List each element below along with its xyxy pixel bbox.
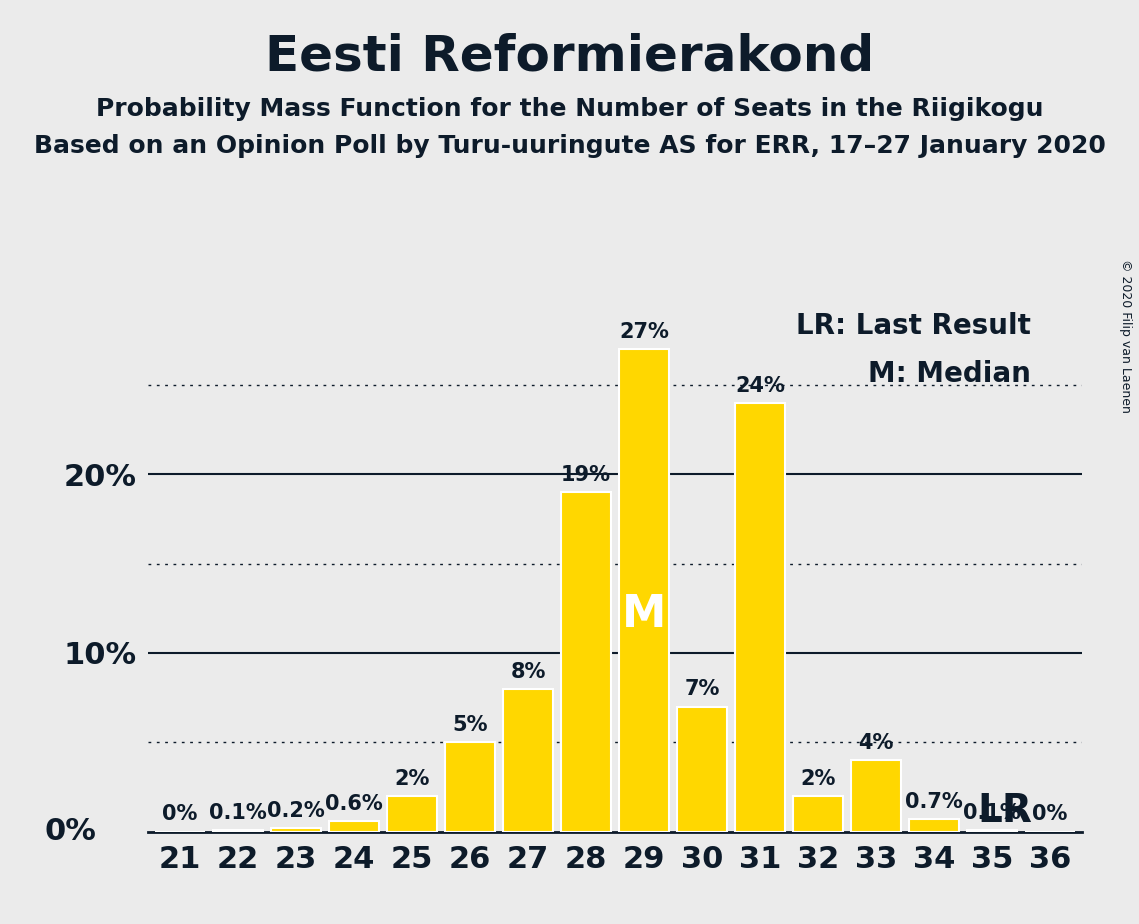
Text: 24%: 24% [735,376,785,395]
Text: 0%: 0% [162,805,198,824]
Bar [562,492,611,832]
Text: 19%: 19% [562,465,611,485]
Text: 0.7%: 0.7% [906,792,962,812]
Bar [271,828,321,832]
Text: © 2020 Filip van Laenen: © 2020 Filip van Laenen [1118,259,1132,413]
Text: 2%: 2% [394,769,429,789]
Text: 4%: 4% [859,733,894,753]
Bar [620,349,669,832]
Text: M: M [622,593,666,636]
Text: 0.6%: 0.6% [325,794,383,814]
Text: 0%: 0% [44,817,97,846]
Text: LR: LR [977,792,1033,830]
Text: 0.1%: 0.1% [964,803,1021,822]
Text: Eesti Reformierakond: Eesti Reformierakond [265,32,874,80]
Bar [852,760,901,832]
Text: 5%: 5% [452,715,487,736]
Text: 0.1%: 0.1% [210,803,267,822]
Text: 2%: 2% [801,769,836,789]
Text: 0%: 0% [1032,805,1068,824]
Bar [329,821,378,832]
Text: 27%: 27% [620,322,669,342]
Bar [445,742,494,832]
Bar [503,688,552,832]
Text: M: Median: M: Median [868,360,1031,388]
Bar [736,403,785,832]
Bar [678,707,727,832]
Text: 0.2%: 0.2% [268,801,325,821]
Text: 8%: 8% [510,662,546,682]
Bar [967,830,1017,832]
Bar [387,796,436,832]
Bar [213,830,263,832]
Text: Based on an Opinion Poll by Turu-uuringute AS for ERR, 17–27 January 2020: Based on an Opinion Poll by Turu-uuringu… [33,134,1106,158]
Bar [909,819,959,832]
Text: LR: Last Result: LR: Last Result [796,311,1031,340]
Text: Probability Mass Function for the Number of Seats in the Riigikogu: Probability Mass Function for the Number… [96,97,1043,121]
Bar [794,796,843,832]
Text: 7%: 7% [685,679,720,699]
